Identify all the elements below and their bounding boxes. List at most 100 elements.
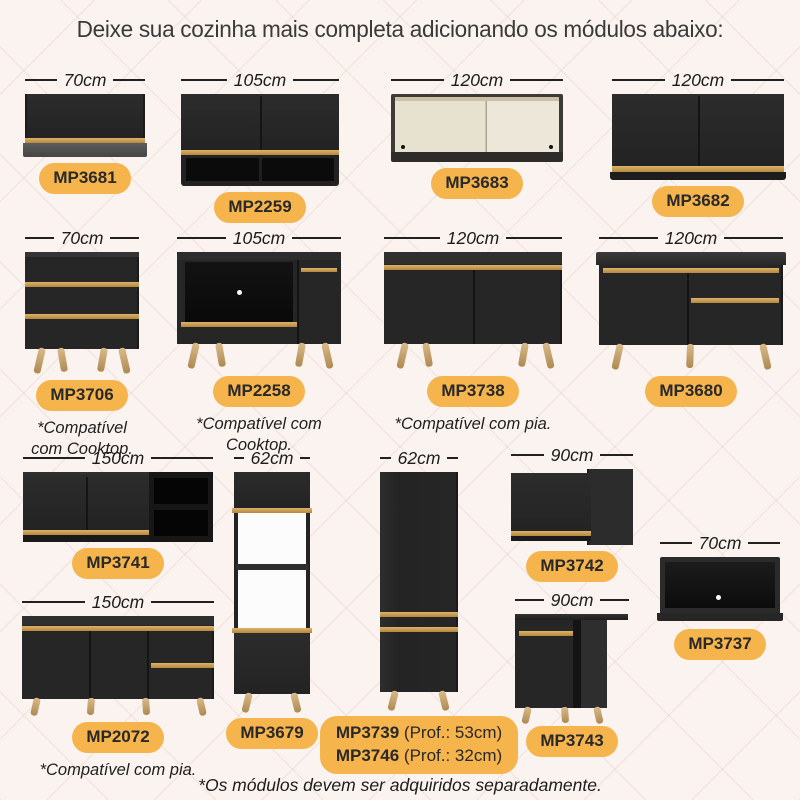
cabinet-base <box>610 172 786 180</box>
cabinet-leg <box>611 343 624 371</box>
gold-trim <box>380 612 458 617</box>
cabinet-image-mp3683 <box>391 94 563 162</box>
cabinet-leg <box>387 690 399 712</box>
cabinet-leg <box>321 342 334 370</box>
model-label: MP3741 <box>86 553 150 572</box>
shelf-divider <box>259 158 262 181</box>
model-badge: MP3742 <box>526 551 618 582</box>
dimension-line <box>234 456 244 460</box>
dimension-text: 150cm <box>91 447 145 468</box>
dimension-line <box>599 236 658 240</box>
cabinet-base <box>391 152 563 162</box>
gold-trim <box>691 298 779 303</box>
dimension-text: 62cm <box>397 447 441 468</box>
gold-trim <box>612 166 784 172</box>
gold-trim <box>519 631 573 636</box>
cabinet-leg <box>396 342 409 370</box>
gold-trim <box>181 322 297 327</box>
gold-trim <box>603 268 779 273</box>
compatibility-note: *Compatível com Cooktop. <box>196 414 322 455</box>
dimension-text: 70cm <box>60 227 104 248</box>
compatibility-note: *Compatível com Cooktop. <box>31 418 133 459</box>
cabinet-image-mp3738 <box>384 252 562 370</box>
cabinet-image-mp3681 <box>23 94 147 157</box>
door-divider <box>297 260 299 344</box>
cabinet-image-mp3741 <box>23 472 213 542</box>
model-label: MP3680 <box>659 381 723 400</box>
module-mp3738: 120cm MP3738 *Compatível com pia. <box>384 228 562 435</box>
dimension-line <box>384 236 440 240</box>
dimension-label: 70cm <box>660 533 781 553</box>
module-mp3681: 70cm MP3681 <box>23 70 147 194</box>
corner-angled-panel <box>581 620 607 708</box>
cabinet-leg <box>290 692 302 714</box>
gold-trim <box>25 138 145 143</box>
dimension-label: 62cm <box>234 447 311 468</box>
model-badge: MP3681 <box>39 163 131 194</box>
cabinet-image-mp3739 <box>380 472 458 712</box>
gold-trim <box>22 626 214 631</box>
dimension-label: 90cm <box>511 445 634 465</box>
cabinet-image-mp2072 <box>22 616 214 717</box>
module-mp3737: 70cm MP3737 <box>657 533 783 660</box>
dimension-line <box>23 456 85 460</box>
handle-dot <box>716 595 721 600</box>
door-divider <box>473 270 475 344</box>
module-mp2258: 105cm MP2258 *Compatível com Cooktop. <box>177 228 341 457</box>
module-mp3706: 70cm MP3706 *Compatível com Cooktop. <box>25 227 140 461</box>
model-depth: (Prof.: 32cm) <box>403 745 503 765</box>
model-label: MP3683 <box>445 173 509 192</box>
model-badge: MP2259 <box>214 192 306 223</box>
dimension-text: 105cm <box>233 69 287 90</box>
model-label: MP3679 <box>240 723 304 742</box>
dimension-text: 90cm <box>550 589 594 610</box>
dimension-text: 120cm <box>671 69 725 90</box>
dimension-line <box>25 236 54 240</box>
open-shelf <box>154 510 208 536</box>
gold-trim <box>384 265 562 270</box>
dimension-line <box>25 78 57 82</box>
gold-trim <box>511 531 591 536</box>
model-label: MP3746 <box>335 745 400 765</box>
dimension-label: 150cm <box>22 592 214 612</box>
door-divider <box>687 273 689 345</box>
footer-note: *Os módulos devem ser adquiridos separad… <box>198 775 602 795</box>
model-label: MP3737 <box>688 634 752 653</box>
gold-shelf <box>232 508 312 513</box>
dimension-label: 150cm <box>23 448 213 468</box>
oven-niche <box>238 570 306 628</box>
sliding-door-left <box>395 101 487 152</box>
dimension-text: 120cm <box>664 227 718 248</box>
dimension-text: 62cm <box>250 447 294 468</box>
niche-base <box>657 613 783 621</box>
cabinet-leg <box>593 706 604 725</box>
cabinet-door <box>25 94 145 138</box>
cabinet-door <box>234 472 310 508</box>
module-mp2072: 150cm MP2072 *Compatível com pia. <box>22 592 214 781</box>
door-divider <box>89 631 91 699</box>
door-divider <box>698 96 700 166</box>
dimension-line <box>292 236 341 240</box>
corner-countertop <box>515 614 628 620</box>
tower-body <box>380 472 458 692</box>
dimension-text: 120cm <box>446 227 500 248</box>
cabinet-leg <box>542 342 555 370</box>
dimension-text: 150cm <box>91 591 145 612</box>
gold-trim <box>301 268 337 272</box>
model-badge: MP2258 <box>213 376 305 407</box>
corner-fold <box>573 620 581 708</box>
cabinet-body <box>599 265 783 345</box>
model-label: MP2072 <box>86 727 150 746</box>
dimension-text: 105cm <box>232 227 286 248</box>
dimension-line <box>600 453 634 457</box>
cabinet-leg <box>521 706 532 725</box>
cabinet-body <box>25 252 139 349</box>
dimension-line <box>151 456 213 460</box>
cabinet-leg <box>96 347 108 373</box>
gold-trim <box>25 314 139 319</box>
model-badge: MP3682 <box>652 186 744 217</box>
module-mp2259: 105cm MP2259 <box>181 70 339 223</box>
gold-trim <box>151 663 214 668</box>
cabinet-image-mp3737 <box>657 557 783 623</box>
corner-side-panel <box>587 469 633 545</box>
